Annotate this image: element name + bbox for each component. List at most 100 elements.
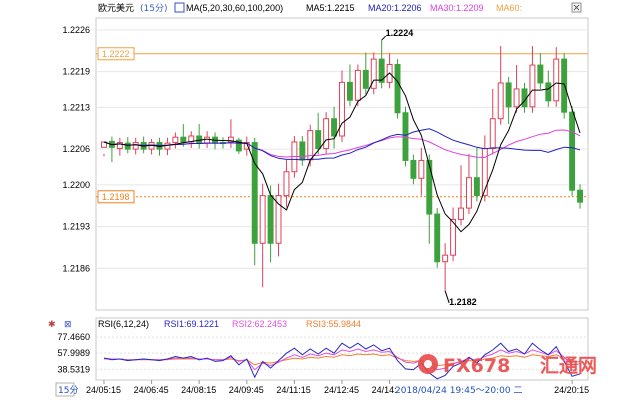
- y-tick-label: 1.2219: [62, 67, 90, 77]
- y-tick-label: 1.2193: [62, 222, 90, 232]
- candle: [323, 112, 330, 155]
- candle: [243, 136, 250, 156]
- ma20-line: [103, 128, 581, 161]
- main-panel-frame: [95, 17, 589, 311]
- symbol-label: 欧元美元: [98, 2, 134, 14]
- time-range: 2018/04/24 19:45～20:00 二: [395, 386, 522, 396]
- rsi1-value: RSI1:69.1221: [164, 319, 219, 329]
- x-tick-label: 24/11:15: [276, 385, 310, 395]
- price-tag-label: 1.2198: [102, 192, 130, 202]
- moving-average-lines: [103, 72, 581, 233]
- candle: [513, 65, 520, 113]
- candle: [101, 141, 107, 157]
- candle: [505, 76, 512, 125]
- x-tick-label: 24/08:15: [181, 385, 216, 395]
- chart-legend: 欧元美元 (15分) MA(5,20,30,60,100,200) MA5:1.…: [98, 2, 582, 14]
- x-tick-label: 24/20:15: [554, 385, 589, 395]
- price-tag-label: 1.2222: [102, 49, 130, 59]
- rsi-legend: ✱ ⊠ RSI(6,12,24) RSI1:69.1221 RSI2:62.24…: [48, 319, 361, 330]
- candle: [339, 70, 345, 142]
- rsi-y-tick-label: 77.4660: [57, 332, 90, 342]
- candle: [394, 59, 401, 119]
- candle: [465, 153, 472, 215]
- x-tick-label: 24/12:45: [324, 385, 359, 395]
- candle: [275, 183, 282, 257]
- ma30-value: MA30:1.2209: [430, 3, 484, 13]
- rsi-close-icon[interactable]: ⊠: [64, 320, 72, 330]
- period-button[interactable]: [55, 382, 75, 397]
- candle: [442, 243, 449, 291]
- candle: [315, 112, 322, 155]
- x-tick-label: 24/06:45: [134, 385, 169, 395]
- candle: [116, 137, 123, 156]
- candle: [402, 106, 409, 167]
- y-tick-label: 1.2226: [62, 25, 90, 35]
- annotation-pointer: [444, 290, 450, 304]
- watermark-cn: 汇通网: [540, 355, 597, 377]
- candle: [537, 53, 544, 89]
- watermark-brand: FX678: [443, 355, 510, 377]
- candle: [410, 154, 417, 185]
- high-annotation: 1.2224: [386, 28, 414, 38]
- candle: [331, 106, 338, 149]
- candle: [346, 64, 353, 107]
- candle: [450, 207, 457, 262]
- candle: [354, 64, 361, 107]
- x-tick-label: 24/05:15: [86, 385, 121, 395]
- candle: [132, 137, 139, 155]
- period-label: (15分): [140, 3, 167, 14]
- x-tick-label: 24/14:: [372, 385, 397, 395]
- candle: [418, 147, 425, 196]
- candle: [458, 165, 464, 226]
- watermark: FX678 汇通网: [418, 354, 597, 377]
- annotations: 1.2224 1.2182: [381, 28, 477, 307]
- price-tag-box: [97, 47, 135, 61]
- candle: [529, 46, 536, 113]
- candle: [489, 88, 496, 155]
- candle: [251, 137, 258, 266]
- y-tick-label: 1.2186: [62, 263, 90, 273]
- rsi-y-tick-label: 57.9989: [57, 348, 90, 358]
- ma-params: MA(5,20,30,60,100,200): [186, 3, 283, 13]
- ma5-line: [103, 72, 581, 233]
- candle: [172, 132, 179, 149]
- y-tick-label: 1.2200: [62, 180, 90, 190]
- candle: [434, 208, 441, 268]
- grid: [96, 29, 588, 370]
- rsi-y-tick-label: 38.5319: [57, 364, 90, 374]
- price-tags: 1.2222 1.2198: [96, 47, 588, 204]
- candle: [577, 184, 583, 209]
- candle: [561, 53, 568, 119]
- ma5-value: MA5:1.2215: [306, 3, 355, 13]
- candle: [235, 137, 242, 154]
- ma-toggle-icon[interactable]: [174, 2, 185, 13]
- price-tag-box: [97, 190, 135, 204]
- ma20-value: MA20:1.2206: [368, 3, 422, 13]
- candle: [259, 183, 266, 288]
- rsi-y-axis: 77.4660 57.9989 38.5319: [57, 332, 90, 374]
- candle: [370, 52, 377, 95]
- candle: [426, 154, 433, 244]
- period-button-label[interactable]: 15分: [58, 385, 78, 396]
- rsi-series-line: [104, 353, 581, 367]
- rsi-params: RSI(6,12,24): [98, 319, 149, 329]
- candle: [283, 159, 290, 208]
- rsi-series-line: [103, 342, 581, 380]
- rsi3-value: RSI3:55.9844: [306, 319, 361, 329]
- candle: [553, 47, 560, 107]
- candle: [362, 52, 369, 95]
- rsi-gear-icon[interactable]: ✱: [48, 320, 56, 330]
- annotation-pointer: [381, 35, 387, 41]
- y-tick-label: 1.2206: [62, 144, 90, 154]
- low-annotation: 1.2182: [449, 297, 477, 307]
- y-tick-label: 1.2213: [62, 102, 90, 112]
- x-tick-label: 24/09:45: [229, 385, 264, 395]
- y-axis: 1.2226 1.2219 1.2213 1.2206 1.2200 1.2193 1.21…: [62, 25, 90, 273]
- ma60-value: MA60:: [496, 3, 522, 13]
- time-axis: 15分 24/05:15 24/06:45 24/08:15 24/09:45 24/1…: [55, 380, 589, 397]
- candle: [569, 106, 576, 197]
- candle: [497, 46, 504, 125]
- rsi-lines: [103, 342, 581, 380]
- rsi2-value: RSI2:62.2453: [232, 319, 287, 329]
